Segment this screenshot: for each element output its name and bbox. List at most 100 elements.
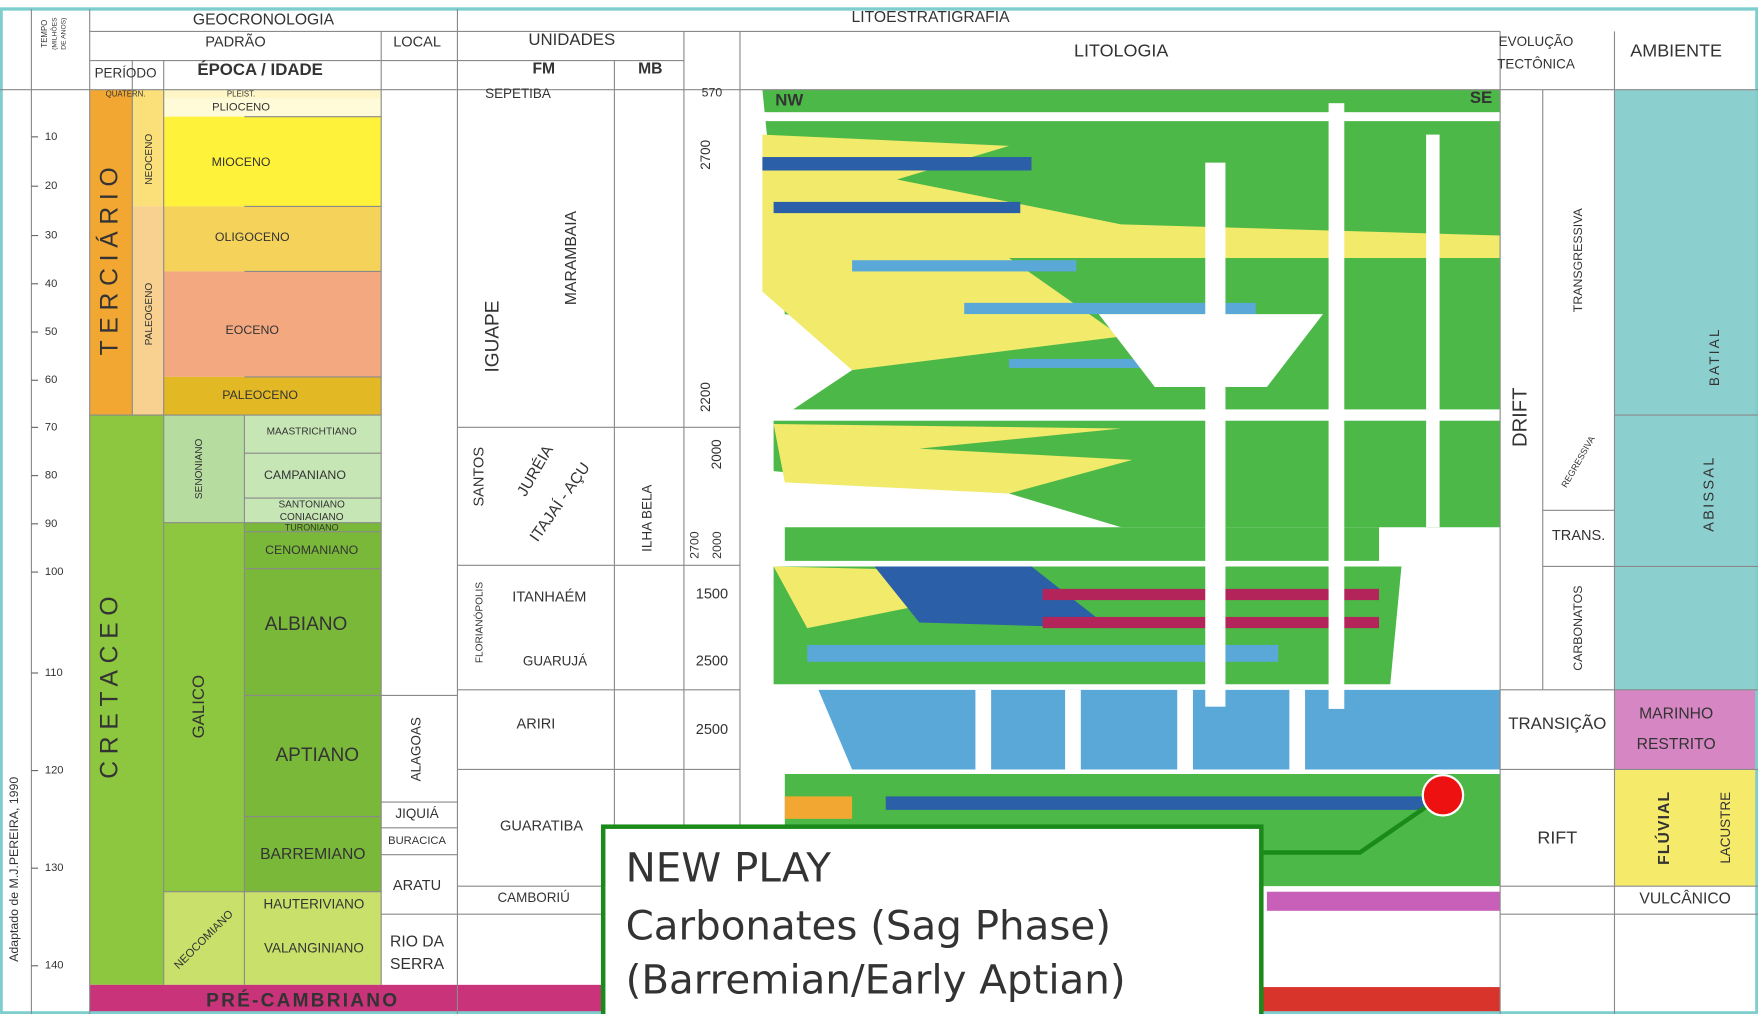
- label: AMBIENTE: [1630, 40, 1722, 60]
- label: RIO DA: [390, 933, 445, 950]
- label: SENONIANO: [194, 438, 205, 499]
- label: VALANGINIANO: [264, 940, 364, 955]
- label: ARIRI: [517, 716, 556, 732]
- tick-label: 90: [45, 518, 57, 530]
- label: 2700: [687, 531, 701, 559]
- label: 570: [702, 85, 723, 99]
- background-fills: [89, 89, 1758, 1014]
- label: NW: [775, 90, 803, 109]
- label: QUATERN.: [106, 89, 146, 98]
- label: CONIACIANO: [280, 512, 344, 523]
- label: FLÚVIAL: [1654, 791, 1673, 865]
- label: PADRÃO: [205, 33, 265, 50]
- label: BATIAL: [1707, 327, 1722, 386]
- label: NEOCENO: [144, 134, 155, 185]
- label: MIOCENO: [212, 155, 271, 169]
- label: JURÉIA: [513, 441, 558, 499]
- tick-label: 100: [45, 566, 64, 578]
- label: DRIFT: [1510, 388, 1532, 447]
- label: PLEIST.: [227, 89, 255, 98]
- label: TRANSGRESSIVA: [1571, 207, 1585, 312]
- label: FM: [532, 61, 555, 78]
- tick-label: 50: [45, 326, 57, 338]
- label: RIFT: [1537, 828, 1577, 848]
- label: OLIGOCENO: [215, 230, 290, 244]
- label: UNIDADES: [528, 30, 615, 49]
- label: 1500: [696, 586, 728, 602]
- label: BARREMIANO: [260, 846, 365, 863]
- label: ITANHAÉM: [512, 589, 586, 606]
- label: CRETACEO: [97, 590, 124, 779]
- label: 2500: [696, 654, 728, 670]
- label: TURONIANO: [285, 523, 339, 533]
- tick-label: 30: [45, 230, 57, 242]
- label: TRANS.: [1552, 528, 1605, 544]
- label: SANTOS: [472, 447, 488, 507]
- label: BURACICA: [388, 835, 446, 847]
- callout-text: NEW PLAY Carbonates (Sag Phase) (Barremian…: [626, 844, 1126, 1003]
- label: DE ANOS): [61, 18, 68, 50]
- label: IGUAPE: [482, 301, 503, 373]
- label: 2500: [696, 722, 728, 738]
- label: CENOMANIANO: [265, 543, 358, 557]
- label: MARAMBAIA: [563, 210, 580, 305]
- label: VULCÂNICO: [1639, 889, 1731, 908]
- label: PRÉ-CAMBRIANO: [206, 990, 399, 1012]
- tick-label: 60: [45, 374, 57, 386]
- label: JIQUIÁ: [395, 806, 438, 821]
- callout-line: Carbonates (Sag Phase): [626, 903, 1111, 950]
- label: EVOLUÇÃO: [1499, 34, 1574, 49]
- label: CARBONATOS: [1571, 586, 1585, 671]
- tick-label: 130: [45, 862, 64, 874]
- tick-label: 120: [45, 765, 64, 777]
- tick-label: 70: [45, 421, 57, 433]
- label: APTIANO: [275, 745, 359, 766]
- label: 2200: [698, 382, 713, 412]
- callout-line: (Barremian/Early Aptian): [626, 957, 1126, 1004]
- label: LOCAL: [393, 34, 441, 50]
- label: MAASTRICHTIANO: [267, 427, 357, 438]
- tick-label: 110: [45, 667, 63, 679]
- label: ILHA BELA: [640, 485, 655, 552]
- label: PERÍODO: [95, 66, 157, 81]
- label: MARINHO: [1639, 706, 1713, 723]
- label: ABISSAL: [1702, 455, 1718, 531]
- label: MB: [638, 61, 662, 78]
- label: ALBIANO: [265, 614, 348, 635]
- tick-label: 40: [45, 278, 57, 290]
- label: REGRESSIVA: [1559, 434, 1596, 489]
- label: 2000: [710, 531, 724, 559]
- label: TRANSIÇÃO: [1508, 713, 1606, 733]
- label: 2700: [698, 140, 713, 170]
- label: (MILHÕES: [50, 17, 59, 50]
- label: SANTONIANO: [278, 499, 345, 510]
- label: Adaptado de M.J.PEREIRA, 1990: [7, 777, 21, 962]
- label: ALAGOAS: [409, 717, 424, 781]
- label: TERCIÁRIO: [97, 161, 124, 356]
- callout-title: NEW PLAY: [626, 844, 832, 891]
- tick-label: 20: [45, 180, 57, 192]
- label: CAMBORIÚ: [497, 890, 569, 905]
- label: ÉPOCA / IDADE: [197, 60, 322, 79]
- label: ARATU: [393, 878, 441, 894]
- label: EOCENO: [226, 323, 279, 337]
- label: 2000: [709, 439, 724, 469]
- tick-label: 140: [45, 960, 64, 972]
- label: TECTÔNICA: [1497, 57, 1575, 72]
- tick-label: 80: [45, 470, 57, 482]
- tick-label: 10: [45, 131, 57, 143]
- time-ticks: 10 20 30 40 50 60 70 80 90 100 110 120 130 140: [31, 131, 64, 972]
- label: FLORIANÓPOLIS: [473, 582, 486, 664]
- label: PALEOGENO: [144, 283, 155, 346]
- label: SE: [1470, 88, 1492, 107]
- label: GALICO: [189, 675, 208, 739]
- label: CAMPANIANO: [264, 468, 346, 482]
- label: LACUSTRE: [1718, 792, 1733, 864]
- callout: [600, 773, 1465, 1014]
- label: SERRA: [390, 956, 445, 973]
- label: PLIOCENO: [212, 102, 270, 114]
- label: HAUTERIVIANO: [264, 897, 365, 912]
- label: GUARUJÁ: [523, 653, 587, 668]
- label: GEOCRONOLOGIA: [193, 11, 335, 28]
